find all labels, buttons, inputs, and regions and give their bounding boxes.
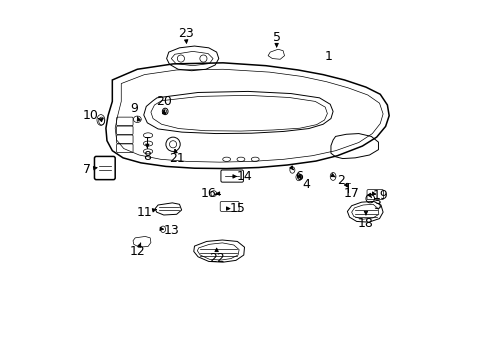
Text: 7: 7: [83, 163, 91, 176]
Text: 4: 4: [302, 178, 309, 191]
Text: 23: 23: [177, 27, 193, 40]
Text: 12: 12: [129, 245, 145, 258]
Text: 14: 14: [236, 170, 252, 183]
Text: 19: 19: [372, 189, 388, 202]
Text: 13: 13: [163, 224, 179, 237]
Text: 22: 22: [208, 252, 224, 265]
Text: 6: 6: [294, 170, 302, 183]
Text: 17: 17: [343, 187, 359, 200]
Text: 10: 10: [82, 109, 98, 122]
Text: 8: 8: [143, 150, 151, 163]
Text: 11: 11: [136, 206, 152, 219]
Text: 3: 3: [372, 198, 380, 212]
Text: 1: 1: [324, 50, 332, 63]
Text: 16: 16: [200, 187, 216, 200]
Text: 2: 2: [336, 174, 344, 186]
Text: 21: 21: [168, 152, 184, 165]
Text: 9: 9: [130, 102, 138, 115]
Text: 15: 15: [229, 202, 245, 215]
Text: 18: 18: [357, 217, 373, 230]
Text: 20: 20: [156, 95, 172, 108]
Text: 5: 5: [272, 31, 280, 44]
